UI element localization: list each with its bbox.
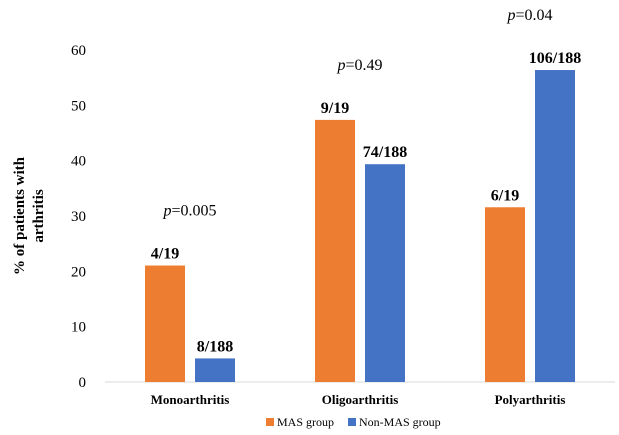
p-value-symbol: p	[506, 7, 515, 24]
p-value-number: =0.005	[171, 203, 216, 220]
legend-swatch-non-mas	[348, 418, 356, 426]
y-axis-title: % of patients with arthritis	[12, 156, 47, 275]
p-value-label: p=0.49	[336, 57, 382, 74]
legend-label: MAS group	[277, 415, 334, 429]
data-label: 6/19	[491, 187, 519, 204]
data-label: 74/188	[363, 144, 407, 161]
bar-mas-polyarthritis	[485, 207, 525, 382]
x-category-label: Oligoarthritis	[322, 392, 399, 407]
x-category-label: Monoarthritis	[151, 392, 230, 407]
y-tick-label: 40	[71, 154, 86, 170]
bar-non-mas-monoarthritis	[195, 358, 235, 382]
y-tick-label: 60	[71, 43, 86, 59]
data-label: 9/19	[321, 100, 349, 117]
y-tick-label: 50	[71, 98, 86, 114]
p-value-number: =0.04	[515, 7, 552, 24]
data-label: 4/19	[151, 246, 179, 263]
bar-mas-monoarthritis	[145, 265, 185, 382]
y-axis-label: % of patients with arthritis	[12, 156, 47, 275]
legend: MAS group Non-MAS group	[266, 415, 441, 429]
y-tick-label: 20	[71, 264, 86, 280]
x-category-label: Polyarthritis	[495, 392, 566, 407]
p-value-label: p=0.04	[506, 7, 552, 24]
p-value-symbol: p	[162, 203, 171, 220]
legend-swatch-mas	[266, 418, 274, 426]
x-axis-category-labels: Monoarthritis Oligoarthritis Polyarthritis	[151, 392, 566, 407]
y-axis-ticks: 0 10 20 30 40 50 60	[71, 43, 86, 391]
bar-mas-oligoarthritis	[315, 119, 355, 383]
p-value-number: =0.49	[345, 57, 382, 74]
legend-label: Non-MAS group	[359, 415, 441, 429]
bar-non-mas-polyarthritis	[535, 70, 575, 382]
y-tick-label: 30	[71, 209, 86, 225]
y-tick-label: 10	[71, 320, 86, 336]
y-axis-title-line: % of patients with	[12, 156, 28, 275]
y-axis-title-line: arthritis	[31, 189, 47, 242]
y-tick-label: 0	[79, 375, 87, 391]
p-value-symbol: p	[336, 57, 345, 74]
data-labels: 4/19 8/188 9/19 74/188 6/19 106/188	[151, 50, 581, 355]
data-label: 106/188	[529, 50, 581, 67]
data-label: 8/188	[197, 338, 233, 355]
p-value-label: p=0.005	[162, 203, 216, 220]
bars	[145, 70, 575, 383]
bar-non-mas-oligoarthritis	[365, 164, 405, 382]
